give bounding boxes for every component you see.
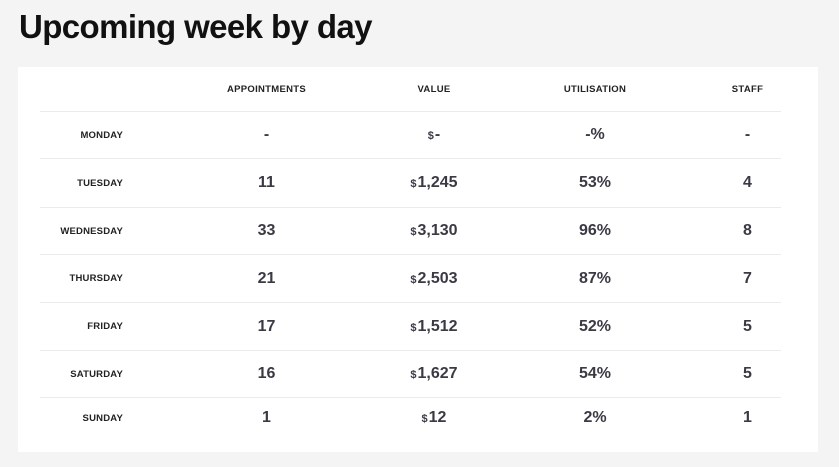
appointments-value: - xyxy=(263,126,270,143)
appointments-value: 33 xyxy=(257,222,276,239)
currency-symbol: $ xyxy=(410,178,417,190)
staff-value: - xyxy=(744,126,751,143)
staff-value: 5 xyxy=(743,365,752,382)
table-row: WEDNESDAY 33 $3,130 96% 8 xyxy=(40,208,781,255)
staff-value: 7 xyxy=(743,269,752,287)
day-label: FRIDAY xyxy=(87,321,123,332)
currency-symbol: $ xyxy=(427,130,434,142)
currency-symbol: $ xyxy=(410,226,417,238)
table-row: SATURDAY 16 $1,627 54% 5 xyxy=(40,351,781,398)
value-amount: $ - xyxy=(427,126,441,143)
table-row: THURSDAY 21 $2,503 87% 7 xyxy=(40,255,781,303)
value-amount: $1,512 xyxy=(410,317,458,335)
week-summary-table: APPOINTMENTS VALUE UTILISATION STAFF MON… xyxy=(18,67,818,452)
staff-value: 4 xyxy=(743,174,752,191)
day-label: MONDAY xyxy=(80,129,123,141)
day-label: SUNDAY xyxy=(82,412,123,424)
utilisation-value: 96% xyxy=(578,222,612,239)
appointments-value: 21 xyxy=(257,269,276,287)
utilisation-value: -% xyxy=(585,126,605,143)
value-amount: $1,627 xyxy=(410,365,458,382)
table-row: FRIDAY 17 $1,512 52% 5 xyxy=(40,303,781,351)
day-label: THURSDAY xyxy=(69,273,123,284)
staff-value: 8 xyxy=(743,222,752,239)
currency-symbol: $ xyxy=(410,321,417,334)
utilisation-value: 54% xyxy=(578,365,612,382)
day-label: SATURDAY xyxy=(70,368,123,380)
value-amount: $3,130 xyxy=(410,222,458,239)
table-row: TUESDAY 11 $1,245 53% 4 xyxy=(40,159,781,208)
value-amount: $2,503 xyxy=(410,269,458,287)
table-header-row: APPOINTMENTS VALUE UTILISATION STAFF xyxy=(40,67,781,112)
header-utilisation: UTILISATION xyxy=(563,83,627,95)
value-amount: $12 xyxy=(421,409,447,426)
table-row: MONDAY - $ - -% - xyxy=(40,112,781,159)
day-label: WEDNESDAY xyxy=(60,225,123,237)
appointments-value: 1 xyxy=(262,409,271,426)
header-value: VALUE xyxy=(417,83,451,95)
appointments-value: 11 xyxy=(258,174,275,191)
value-amount: $1,245 xyxy=(410,174,458,191)
table-row: SUNDAY 1 $12 2% 1 xyxy=(40,398,781,438)
currency-symbol: $ xyxy=(410,369,417,381)
staff-value: 1 xyxy=(743,409,752,426)
day-label: TUESDAY xyxy=(77,177,123,189)
utilisation-value: 52% xyxy=(578,317,612,335)
utilisation-value: 87% xyxy=(578,269,612,287)
currency-symbol: $ xyxy=(421,413,428,425)
utilisation-value: 53% xyxy=(578,174,612,191)
header-staff: STAFF xyxy=(731,83,764,95)
staff-value: 5 xyxy=(743,317,752,335)
page-title: Upcoming week by day xyxy=(19,8,373,45)
appointments-value: 17 xyxy=(257,317,276,335)
utilisation-value: 2% xyxy=(583,409,607,426)
header-appointments: APPOINTMENTS xyxy=(226,83,307,95)
currency-symbol: $ xyxy=(410,273,417,286)
appointments-value: 16 xyxy=(257,365,276,382)
